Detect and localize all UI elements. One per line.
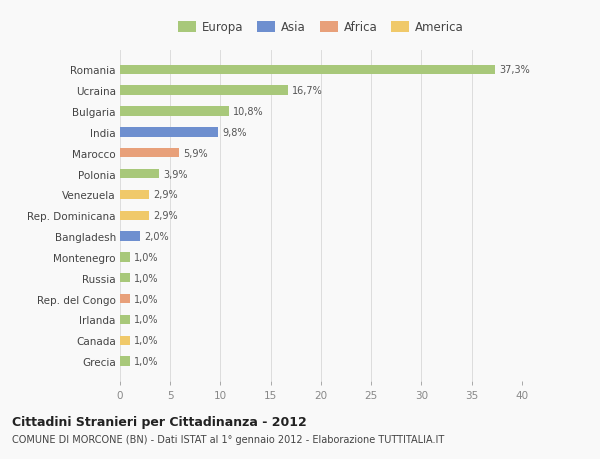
Text: COMUNE DI MORCONE (BN) - Dati ISTAT al 1° gennaio 2012 - Elaborazione TUTTITALIA: COMUNE DI MORCONE (BN) - Dati ISTAT al 1… (12, 434, 444, 444)
Legend: Europa, Asia, Africa, America: Europa, Asia, Africa, America (173, 17, 469, 39)
Text: 5,9%: 5,9% (184, 148, 208, 158)
Text: 1,0%: 1,0% (134, 273, 158, 283)
Bar (120, 66, 495, 75)
Bar (120, 169, 159, 179)
Bar (120, 232, 140, 241)
Text: 16,7%: 16,7% (292, 86, 323, 96)
Bar (120, 211, 149, 220)
Text: 9,8%: 9,8% (223, 128, 247, 138)
Text: 1,0%: 1,0% (134, 356, 158, 366)
Text: 2,0%: 2,0% (144, 231, 169, 241)
Text: 3,9%: 3,9% (163, 169, 188, 179)
Bar (120, 294, 130, 303)
Text: 1,0%: 1,0% (134, 294, 158, 304)
Bar (120, 252, 130, 262)
Text: 2,9%: 2,9% (153, 211, 178, 221)
Bar (120, 107, 229, 117)
Bar (120, 149, 179, 158)
Text: 2,9%: 2,9% (153, 190, 178, 200)
Text: Cittadini Stranieri per Cittadinanza - 2012: Cittadini Stranieri per Cittadinanza - 2… (12, 415, 307, 428)
Bar (120, 86, 288, 95)
Bar (120, 357, 130, 366)
Text: 1,0%: 1,0% (134, 315, 158, 325)
Bar (120, 128, 218, 137)
Bar (120, 190, 149, 200)
Text: 1,0%: 1,0% (134, 252, 158, 262)
Bar (120, 315, 130, 325)
Text: 37,3%: 37,3% (499, 65, 530, 75)
Bar (120, 274, 130, 283)
Text: 10,8%: 10,8% (233, 107, 263, 117)
Bar (120, 336, 130, 345)
Text: 1,0%: 1,0% (134, 336, 158, 346)
